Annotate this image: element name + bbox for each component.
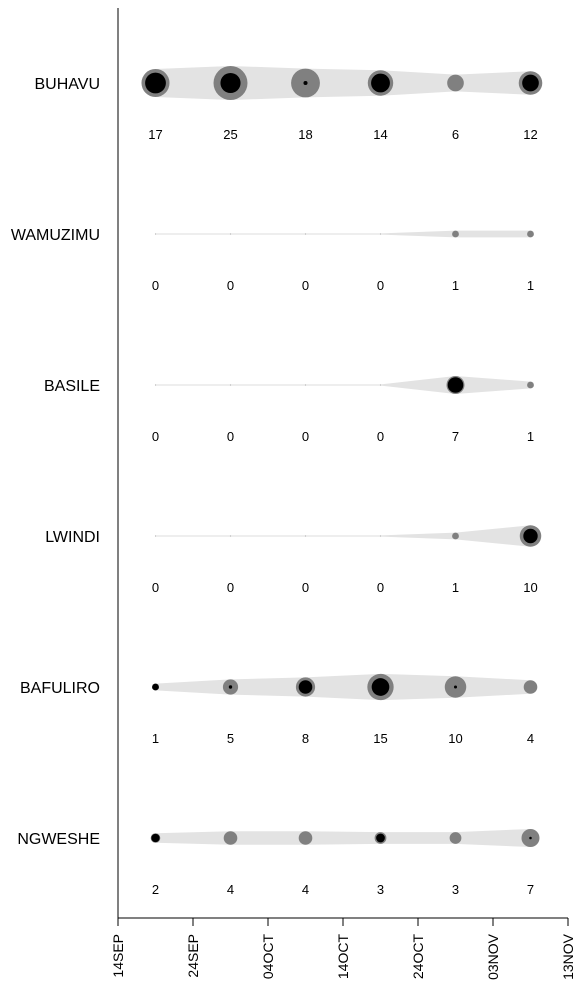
x-tick-label: 04OCT (260, 934, 276, 980)
count-label: 7 (452, 429, 459, 444)
bubble-inner (523, 528, 538, 544)
count-label: 14 (373, 127, 387, 142)
bubble-inner (376, 833, 385, 843)
count-label: 0 (377, 429, 384, 444)
bands-layer (155, 66, 531, 847)
bubble-inner (228, 685, 233, 689)
bubbles-layer (141, 66, 543, 847)
bubble-empty (379, 535, 382, 537)
bubble-empty (304, 384, 307, 386)
bubble-inner (529, 836, 532, 840)
bubble-inner (371, 73, 390, 93)
count-label: 15 (373, 731, 387, 746)
row-label-bafuliro: BAFULIRO (20, 680, 100, 697)
band-lwindi (155, 525, 531, 547)
count-label: 0 (227, 429, 234, 444)
band-bafuliro (155, 673, 531, 701)
bubble-outer (452, 532, 459, 540)
band-ngweshe (155, 829, 531, 847)
count-label: 1 (452, 278, 459, 293)
row-label-buhavu: BUHAVU (35, 76, 101, 93)
count-label: 0 (377, 278, 384, 293)
bubble-empty (304, 233, 307, 235)
bubble-outer (449, 832, 462, 844)
bubble-empty (154, 233, 157, 235)
band-basile (155, 376, 531, 394)
count-label: 4 (302, 882, 309, 897)
count-label: 0 (302, 278, 309, 293)
count-label: 25 (223, 127, 237, 142)
bubble-empty (154, 535, 157, 537)
count-label: 3 (377, 882, 384, 897)
count-label: 4 (227, 882, 234, 897)
bubble-outer (223, 831, 238, 845)
count-label: 0 (152, 429, 159, 444)
count-label: 10 (523, 580, 537, 595)
x-tick-label: 03NOV (485, 933, 501, 980)
count-label: 5 (227, 731, 234, 746)
count-label: 0 (227, 278, 234, 293)
bubble-inner (220, 72, 241, 94)
row-label-basile: BASILE (44, 378, 100, 395)
bubble-outer (447, 74, 464, 92)
x-tick-label: 24OCT (410, 934, 426, 980)
count-label: 0 (227, 580, 234, 595)
bubble-empty (379, 384, 382, 386)
x-tick-label: 24SEP (185, 934, 201, 978)
bubble-empty (229, 233, 232, 235)
bubble-inner (303, 80, 308, 86)
count-label: 2 (152, 882, 159, 897)
count-label: 0 (152, 278, 159, 293)
count-label: 1 (452, 580, 459, 595)
x-tick-label: 14SEP (110, 934, 126, 978)
bubble-inner (151, 833, 160, 843)
bubble-outer (298, 831, 313, 845)
count-label: 1 (527, 278, 534, 293)
bubble-empty (154, 384, 157, 386)
count-label: 8 (302, 731, 309, 746)
bubble-empty (229, 535, 232, 537)
count-label: 3 (452, 882, 459, 897)
band-buhavu (155, 66, 531, 100)
bubble-inner (371, 678, 390, 696)
count-label: 12 (523, 127, 537, 142)
count-label: 10 (448, 731, 462, 746)
count-label: 4 (527, 731, 534, 746)
count-label: 0 (377, 580, 384, 595)
count-label: 1 (527, 429, 534, 444)
x-tick-label: 14OCT (335, 934, 351, 980)
x-axis: 14SEP 24SEP 04OCT 14OCT 24OCT 03NOV 13NOV (110, 8, 576, 980)
x-tick-label: 13NOV (560, 933, 576, 980)
count-label: 6 (452, 127, 459, 142)
row-label-ngweshe: NGWESHE (17, 831, 100, 848)
count-label: 18 (298, 127, 312, 142)
count-label: 1 (152, 731, 159, 746)
count-label: 0 (302, 429, 309, 444)
count-label: 0 (152, 580, 159, 595)
bubble-empty (229, 384, 232, 386)
bubble-empty (304, 535, 307, 537)
bubble-inner (145, 72, 166, 94)
count-label: 7 (527, 882, 534, 897)
count-label: 17 (148, 127, 162, 142)
bubble-outer (527, 381, 534, 389)
bubble-outer (527, 230, 534, 238)
bubble-outer (452, 230, 459, 238)
count-label: 0 (302, 580, 309, 595)
bubble-inner (522, 74, 539, 92)
bubble-empty (379, 233, 382, 235)
bubble-inner (298, 680, 313, 694)
row-label-lwindi: LWINDI (45, 529, 100, 546)
bubble-inner (152, 683, 159, 691)
bubble-outer (523, 680, 538, 694)
bubble-inner (447, 377, 464, 393)
band-wamuzimu (155, 230, 531, 238)
bubble-inner (453, 685, 458, 689)
row-label-wamuzimu: WAMUZIMU (11, 227, 100, 244)
